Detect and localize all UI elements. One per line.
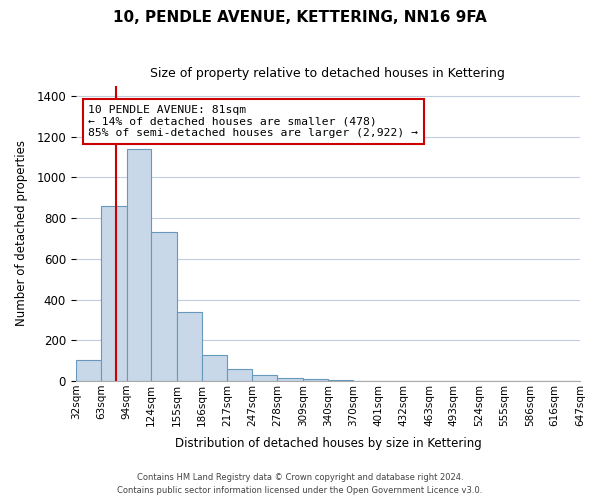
- Y-axis label: Number of detached properties: Number of detached properties: [15, 140, 28, 326]
- Bar: [328, 380, 353, 381]
- X-axis label: Distribution of detached houses by size in Kettering: Distribution of detached houses by size …: [175, 437, 481, 450]
- Bar: [151, 232, 176, 381]
- Bar: [303, 379, 328, 381]
- Text: Contains HM Land Registry data © Crown copyright and database right 2024.
Contai: Contains HM Land Registry data © Crown c…: [118, 473, 482, 495]
- Bar: [252, 375, 277, 381]
- Bar: [101, 206, 127, 381]
- Bar: [277, 378, 303, 381]
- Bar: [76, 360, 101, 381]
- Bar: [127, 149, 151, 381]
- Bar: [176, 312, 202, 381]
- Text: 10, PENDLE AVENUE, KETTERING, NN16 9FA: 10, PENDLE AVENUE, KETTERING, NN16 9FA: [113, 10, 487, 25]
- Title: Size of property relative to detached houses in Kettering: Size of property relative to detached ho…: [151, 68, 505, 80]
- Text: 10 PENDLE AVENUE: 81sqm
← 14% of detached houses are smaller (478)
85% of semi-d: 10 PENDLE AVENUE: 81sqm ← 14% of detache…: [88, 105, 418, 138]
- Bar: [227, 369, 252, 381]
- Bar: [202, 354, 227, 381]
